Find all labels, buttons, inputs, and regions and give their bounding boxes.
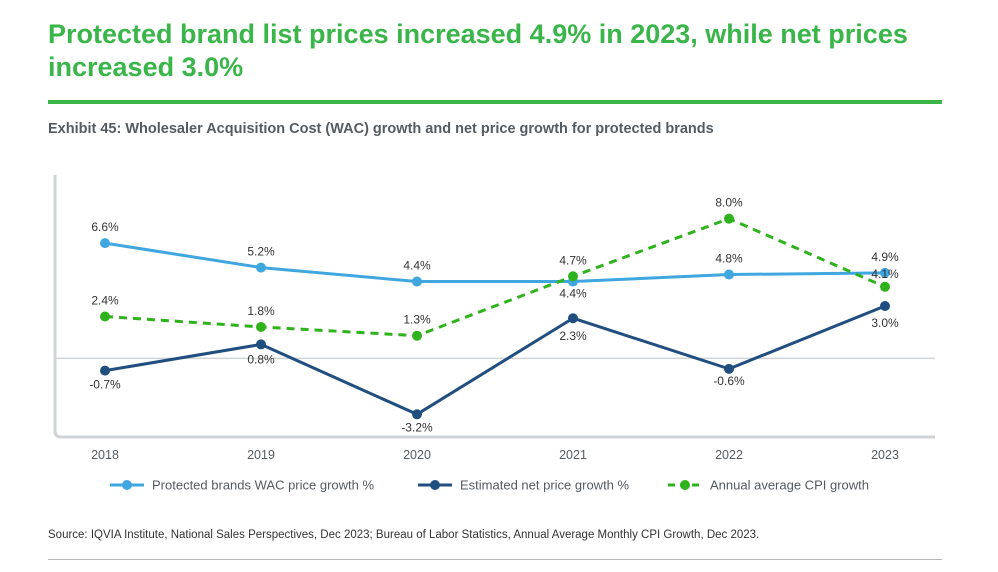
x-tick-label: 2018 [91, 448, 119, 462]
x-tick-label: 2021 [559, 448, 587, 462]
legend-marker [122, 480, 132, 490]
axis-line [53, 175, 935, 439]
data-label: 6.6% [91, 220, 119, 234]
data-label: 4.9% [871, 250, 899, 264]
data-point [724, 363, 734, 374]
legend-label: Estimated net price growth % [460, 478, 630, 493]
data-point [256, 339, 266, 350]
data-label: 2.4% [91, 293, 119, 307]
data-label: 0.8% [247, 352, 275, 366]
series-line [104, 241, 886, 284]
x-tick-label: 2020 [403, 448, 431, 462]
data-point [100, 365, 110, 376]
data-label: 8.0% [715, 196, 743, 210]
chart-axes [53, 175, 935, 439]
data-point [412, 409, 422, 420]
data-point [412, 276, 422, 287]
data-label: 4.8% [715, 252, 743, 266]
series-line [104, 304, 886, 416]
series-0: 6.6% 5.2% 4.4% 4.4% 4.8% 4.9% [91, 220, 899, 300]
legend-marker [430, 480, 440, 490]
data-point [100, 238, 110, 249]
data-label: 5.2% [247, 245, 275, 259]
data-point [724, 269, 734, 280]
data-label: 4.4% [403, 259, 431, 273]
data-point [256, 262, 266, 273]
data-point [100, 311, 110, 322]
legend-label: Annual average CPI growth [710, 478, 869, 493]
data-label: 1.3% [403, 313, 431, 327]
legend-label: Protected brands WAC price growth % [152, 478, 374, 493]
data-label: 4.1% [871, 267, 899, 281]
series-2: 2.4% 1.8% 1.3% 4.7% 8.0% 4.1% [91, 196, 899, 341]
legend-marker [680, 480, 690, 490]
line-chart: 6.6% 5.2% 4.4% 4.4% 4.8% 4.9% -0.7% 0.8% -3.2% 2.… [53, 175, 935, 493]
data-point [724, 213, 734, 224]
data-label: -0.7% [89, 378, 121, 392]
chart-legend: Protected brands WAC price growth % Estim… [110, 478, 869, 493]
x-tick-label: 2023 [871, 448, 899, 462]
data-point [568, 313, 578, 324]
data-point [568, 271, 578, 282]
data-label: 1.8% [247, 304, 275, 318]
data-label: -0.6% [713, 374, 745, 388]
data-label: 2.3% [559, 329, 587, 343]
data-label: 3.0% [871, 316, 899, 330]
exhibit-title: Exhibit 45: Wholesaler Acquisition Cost … [48, 121, 714, 137]
x-tick-label: 2019 [247, 448, 275, 462]
series-1: -0.7% 0.8% -3.2% 2.3% -0.6% 3.0% [89, 301, 899, 434]
data-point [256, 321, 266, 332]
data-point [880, 301, 890, 311]
footer-divider [48, 559, 942, 560]
data-point [880, 281, 890, 292]
data-point [880, 267, 890, 278]
data-label: 4.7% [559, 253, 587, 267]
data-label: -3.2% [401, 420, 433, 434]
page-headline: Protected brand list prices increased 4.… [48, 19, 908, 82]
x-axis-labels: 2018 2019 2020 2021 2022 2023 [91, 448, 899, 462]
data-label: 4.4% [559, 287, 587, 301]
source-note: Source: IQVIA Institute, National Sales … [48, 529, 760, 541]
series-line [104, 217, 886, 338]
x-tick-label: 2022 [715, 448, 743, 462]
chart-series: 6.6% 5.2% 4.4% 4.4% 4.8% 4.9% -0.7% 0.8% -3.2% 2.… [89, 196, 899, 435]
data-point [412, 330, 422, 341]
headline-divider [48, 100, 942, 104]
